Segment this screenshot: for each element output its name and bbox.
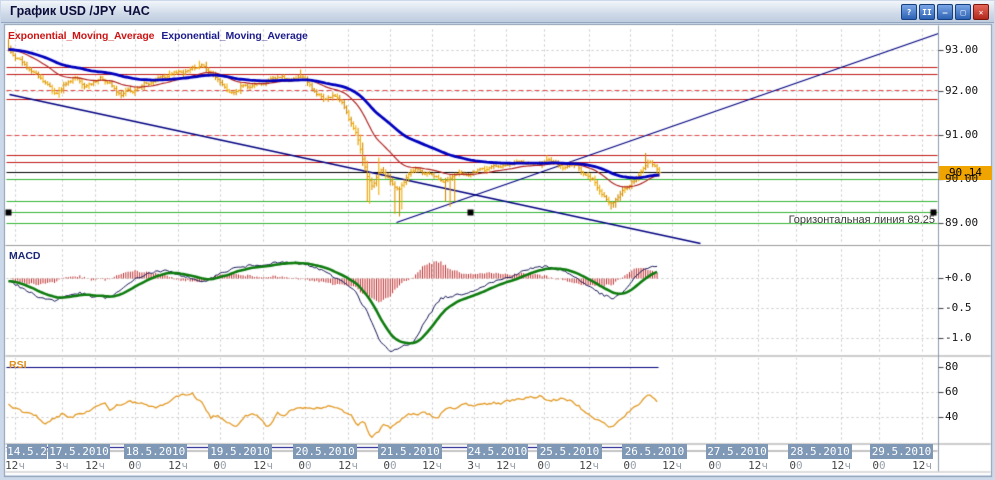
time-tick-label: 12ч [912, 459, 932, 472]
date-badge: 25.5.2010 [537, 444, 602, 459]
time-tick-label: 00 [213, 459, 227, 472]
date-badge: 28.5.2010 [788, 444, 852, 459]
macd-axis-label: +0.0 [945, 271, 972, 284]
price-scale[interactable] [939, 25, 991, 471]
window-title: График USD /JPY ЧАС [10, 4, 150, 18]
time-tick-label: 00 [128, 459, 142, 472]
date-badge: 27.5.2010 [706, 444, 768, 459]
time-tick-label: 00 [789, 459, 803, 472]
time-scale[interactable] [5, 444, 938, 472]
minimize-button[interactable]: — [937, 4, 953, 20]
price-axis-label: 92.00 [945, 84, 979, 97]
maximize-button[interactable]: □ [955, 4, 971, 20]
date-badge: 24.5.2010 [467, 444, 528, 459]
price-axis-label: 93.00 [945, 43, 979, 56]
horizontal-line-label: Горизонтальная линия 89.25 [788, 214, 935, 226]
time-tick-label: 3ч [55, 459, 69, 472]
macd-panel-label: MACD [9, 250, 41, 262]
close-button[interactable]: ✕ [973, 4, 989, 20]
time-tick-label: 00 [537, 459, 551, 472]
time-tick-label: 00 [872, 459, 886, 472]
time-tick-label: 12ч [422, 459, 442, 472]
window-buttons: ? II — □ ✕ [901, 4, 989, 20]
title-bar[interactable]: График USD /JPY ЧАС ? II — □ ✕ [1, 1, 994, 23]
time-tick-label: 12ч [338, 459, 358, 472]
date-badge: 21.5.2010 [378, 444, 442, 459]
time-tick-label: 3ч [467, 459, 481, 472]
rsi-panel-label: RSI [9, 359, 27, 371]
time-tick-label: 12ч [85, 459, 105, 472]
rsi-axis-label: 80 [945, 360, 959, 373]
time-tick-label: 00 [623, 459, 637, 472]
price-axis-label: 89.00 [945, 216, 979, 229]
time-tick-label: 00 [708, 459, 722, 472]
time-tick-label: 12ч [748, 459, 768, 472]
time-tick-label: 12ч [662, 459, 682, 472]
time-tick-label: 12ч [253, 459, 273, 472]
ema-slow-label: Exponential_Moving_Average [161, 30, 308, 42]
date-badge: 26.5.2010 [622, 444, 687, 459]
time-tick-label: 12ч [496, 459, 516, 472]
current-price-badge: 90.14 [939, 166, 992, 180]
time-tick-label: 12ч [168, 459, 188, 472]
date-badge: 14.5.2 [7, 444, 47, 459]
date-badge: 20.5.2010 [293, 444, 357, 459]
pause-button[interactable]: II [919, 4, 935, 20]
price-axis-label: 90.00 [945, 172, 979, 185]
date-badge: 29.5.2010 [870, 444, 933, 459]
time-tick-label: 12ч [831, 459, 851, 472]
date-badge: 19.5.2010 [208, 444, 272, 459]
price-axis-label: 91.00 [945, 128, 979, 141]
help-button[interactable]: ? [901, 4, 917, 20]
ema-fast-label: Exponential_Moving_Average [8, 30, 155, 42]
macd-axis-label: -0.5 [945, 301, 972, 314]
time-tick-label: 12ч [579, 459, 599, 472]
time-tick-label: 12ч [5, 459, 25, 472]
indicator-legend: Exponential_Moving_Average Exponential_M… [8, 30, 308, 42]
date-badge: 17.5.2010 [48, 444, 110, 459]
time-tick-label: 00 [383, 459, 397, 472]
date-badge: 18.5.2010 [124, 444, 187, 459]
time-tick-label: 00 [298, 459, 312, 472]
rsi-axis-label: 40 [945, 410, 959, 423]
rsi-axis-label: 60 [945, 385, 959, 398]
macd-axis-label: -1.0 [945, 331, 972, 344]
